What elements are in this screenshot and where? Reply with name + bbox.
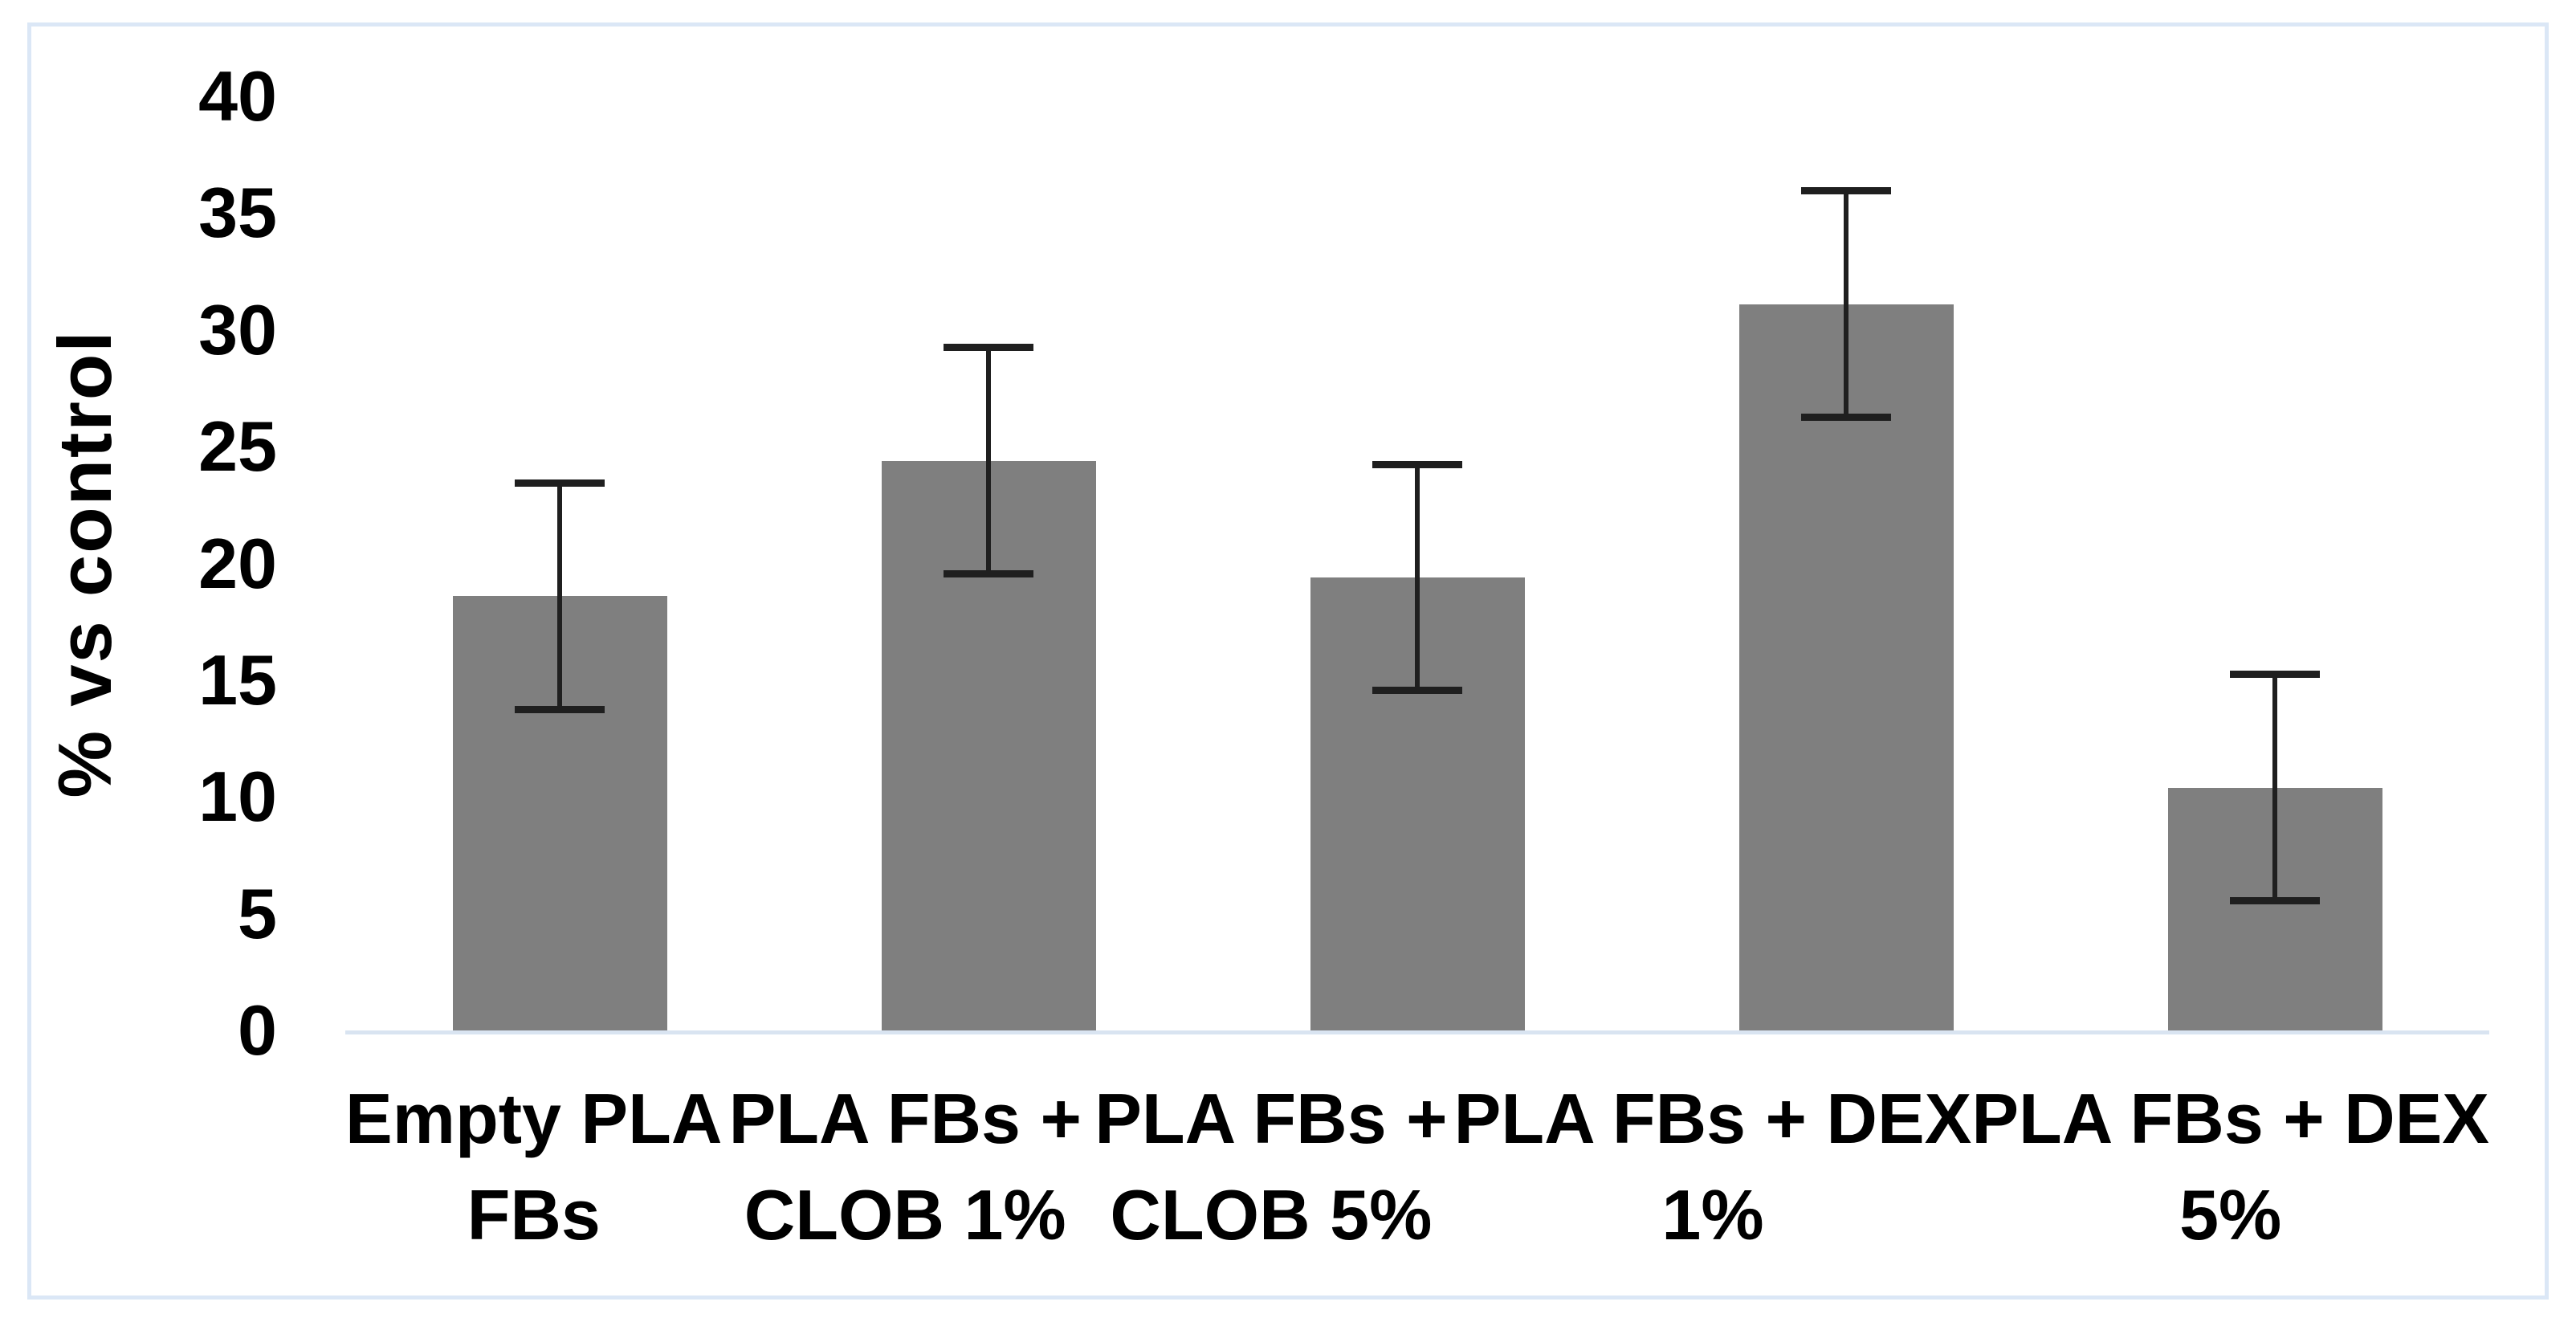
x-axis-label-line: 5% — [2179, 1174, 2282, 1255]
error-bar-cap — [515, 705, 605, 713]
y-tick-label: 15 — [198, 639, 277, 720]
error-bar-cap — [2230, 671, 2320, 679]
y-tick-label: 40 — [198, 56, 277, 136]
chart-outer-border — [27, 22, 2549, 1300]
x-axis-label-4: PLA FBs + DEX 1% — [1454, 1071, 1972, 1263]
error-bar-2 — [944, 344, 1033, 577]
bar-slot — [2060, 96, 2489, 1030]
bar-slot — [1203, 96, 1632, 1030]
bar-slot — [774, 96, 1203, 1030]
y-tick-label: 5 — [238, 873, 277, 953]
y-axis-title: % vs control — [43, 329, 127, 798]
x-axis-label-line: CLOB 5% — [1110, 1174, 1433, 1255]
x-axis-label-1: Empty PLA FBs — [345, 1071, 722, 1263]
bar-slot — [1632, 96, 2060, 1030]
error-bar-cap — [944, 569, 1033, 577]
error-bar-cap — [1801, 414, 1891, 422]
y-tick-label: 10 — [198, 757, 277, 837]
y-axis: % vs control 0 5 10 15 20 25 30 35 40 — [0, 61, 345, 1066]
error-bar-line — [986, 344, 991, 577]
error-bar-3 — [1372, 460, 1462, 695]
x-axis-label-line: Empty PLA — [345, 1079, 723, 1158]
bar-4 — [1738, 304, 1954, 1030]
y-tick-label: 35 — [198, 173, 277, 253]
error-bar-line — [2272, 671, 2277, 904]
x-axis-label-5: PLA FBs + DEX 5% — [1971, 1071, 2489, 1263]
bar-slot — [345, 96, 774, 1030]
x-axis-label-line: PLA FBs + — [728, 1079, 1082, 1158]
x-axis-labels: Empty PLA FBs PLA FBs + CLOB 1% PLA FBs + CLO… — [345, 1071, 2489, 1263]
x-axis-label-line: PLA FBs + DEX — [1971, 1079, 2490, 1158]
y-tick-label: 30 — [198, 289, 277, 369]
x-axis-label-line: FBs — [467, 1174, 601, 1255]
error-bar-cap — [515, 479, 605, 487]
x-axis-label-line: CLOB 1% — [744, 1174, 1066, 1255]
bars-row — [345, 96, 2489, 1030]
x-axis-label-2: PLA FBs + CLOB 1% — [722, 1071, 1088, 1263]
error-bar-cap — [2230, 897, 2320, 904]
x-axis-label-line: PLA FBs + — [1094, 1079, 1448, 1158]
error-bar-line — [557, 479, 562, 713]
error-bar-cap — [1372, 687, 1462, 695]
y-tick-label: 25 — [198, 406, 277, 487]
error-bar-5 — [2230, 671, 2320, 904]
error-bar-cap — [944, 344, 1033, 352]
x-axis-label-line: PLA FBs + DEX — [1453, 1079, 1972, 1158]
x-axis-label-3: PLA FBs + CLOB 5% — [1088, 1071, 1454, 1263]
x-axis-label-line: 1% — [1661, 1174, 1764, 1255]
error-bar-cap — [1801, 187, 1891, 195]
error-bar-line — [1415, 460, 1420, 695]
error-bar-cap — [1372, 460, 1462, 468]
error-bar-line — [1844, 187, 1848, 422]
error-bar-4 — [1801, 187, 1891, 422]
plot-area: Empty PLA FBs PLA FBs + CLOB 1% PLA FBs + CLO… — [345, 96, 2489, 1255]
y-tick-label: 0 — [238, 990, 277, 1070]
error-bar-1 — [515, 479, 605, 713]
y-tick-label: 20 — [198, 523, 277, 603]
